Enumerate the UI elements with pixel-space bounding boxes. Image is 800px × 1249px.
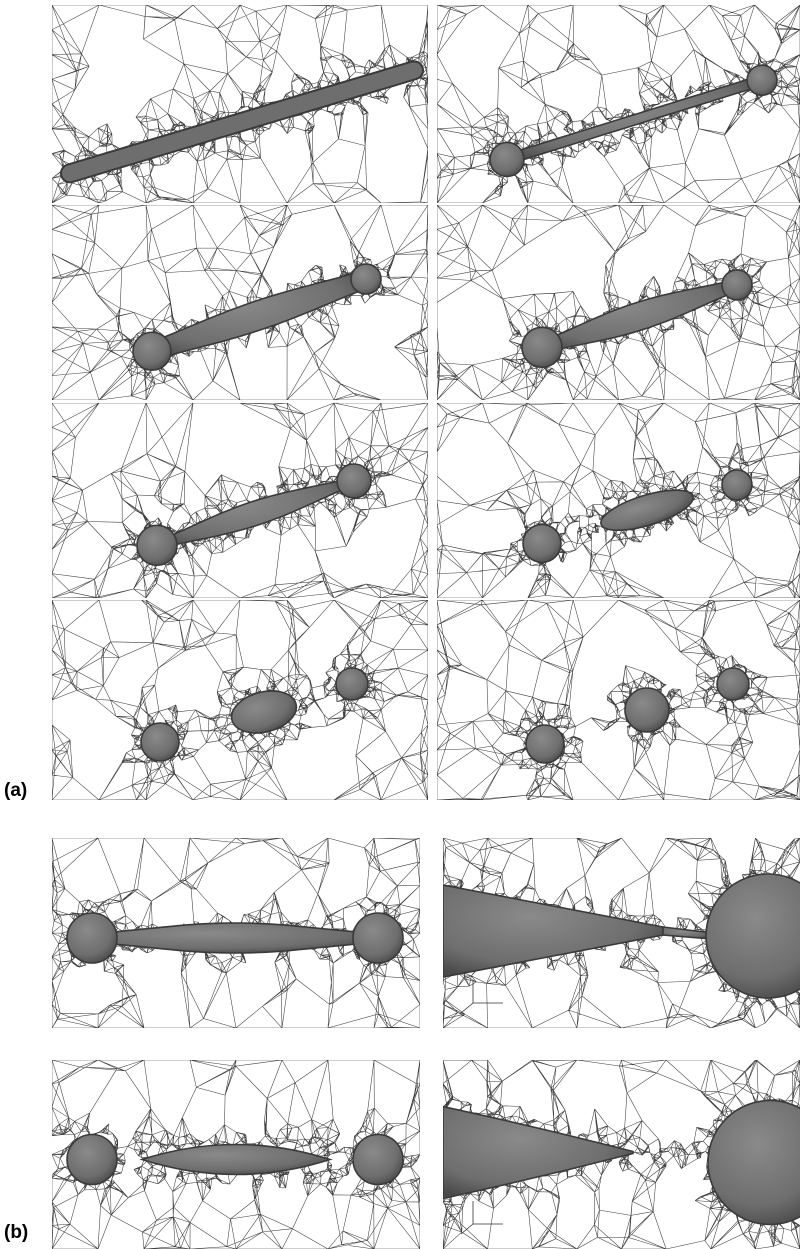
mesh-lines xyxy=(437,600,800,800)
panel-b3 xyxy=(52,1060,420,1249)
panel-a2 xyxy=(437,5,800,203)
mesh-plot xyxy=(52,5,428,203)
fluid-droplet xyxy=(707,1099,800,1226)
panel-a6 xyxy=(437,403,800,598)
mesh-plot xyxy=(52,600,428,800)
mesh-plot xyxy=(437,403,800,598)
mesh-plot xyxy=(52,205,428,400)
fluid-droplet xyxy=(336,463,372,499)
mesh-plot xyxy=(437,205,800,400)
fluid-droplet xyxy=(624,687,670,733)
fluid-droplet xyxy=(716,667,750,701)
axis-triad-icon xyxy=(460,980,503,1014)
fluid-droplet xyxy=(600,489,694,532)
panel-b4 xyxy=(443,1060,800,1249)
fluid-thread xyxy=(154,476,357,551)
fluid-body xyxy=(140,667,369,762)
part-b-label: (b) xyxy=(4,1222,29,1243)
fluid-thread xyxy=(539,278,740,355)
panel-a1 xyxy=(52,5,428,203)
mesh-plot xyxy=(52,1060,420,1249)
panel-a5 xyxy=(52,403,428,598)
fluid-droplet xyxy=(489,141,525,178)
fluid-droplet xyxy=(746,64,778,97)
fluid-neck xyxy=(662,926,713,940)
mesh-plot xyxy=(443,838,800,1028)
fluid-body xyxy=(522,469,753,564)
fluid-droplet xyxy=(350,263,382,295)
panel-a3 xyxy=(52,205,428,400)
mesh-lines xyxy=(437,5,800,203)
fluid-thread xyxy=(139,1143,333,1176)
panel-b1 xyxy=(52,838,420,1028)
fluid-droplet xyxy=(352,912,404,964)
mesh-plot xyxy=(52,838,420,1028)
fluid-droplet xyxy=(525,724,565,764)
fluid-droplet xyxy=(132,331,172,372)
fluid-body xyxy=(443,873,800,999)
fluid-droplet xyxy=(521,326,563,369)
fluid-droplet xyxy=(721,269,753,301)
part-a-label: (a) xyxy=(4,780,28,801)
fluid-droplet xyxy=(140,722,180,762)
mesh-plot xyxy=(437,5,800,203)
mesh-plot xyxy=(52,403,428,598)
fluid-droplet xyxy=(721,469,753,501)
mesh-plot xyxy=(437,600,800,800)
fluid-droplet xyxy=(352,1133,404,1186)
fluid-droplet xyxy=(136,524,178,567)
fluid-thread xyxy=(148,269,370,361)
fluid-body xyxy=(132,263,382,372)
fluid-droplet xyxy=(66,912,118,964)
panel-b2 xyxy=(443,838,800,1028)
fluid-thread xyxy=(443,1105,634,1200)
axis-triad-icon xyxy=(460,1201,503,1235)
mesh-lines xyxy=(52,5,428,203)
fluid-body xyxy=(525,667,750,764)
fluid-body xyxy=(443,1099,800,1226)
panel-a8 xyxy=(437,600,800,800)
fluid-body xyxy=(489,64,778,178)
fluid-droplet xyxy=(522,523,562,564)
panel-a4 xyxy=(437,205,800,400)
mesh-lines xyxy=(437,205,800,400)
mesh-lines xyxy=(52,403,428,598)
fluid-thread xyxy=(504,74,765,166)
mesh-plot xyxy=(443,1060,800,1249)
panel-a7 xyxy=(52,600,428,800)
fluid-droplet xyxy=(66,1133,118,1186)
fluid-body xyxy=(60,60,424,184)
fluid-body xyxy=(66,912,404,964)
fluid-body xyxy=(136,463,372,567)
fluid-body xyxy=(66,1133,404,1186)
fluid-droplet xyxy=(705,873,800,999)
fluid-droplet xyxy=(335,667,369,701)
mesh-lines xyxy=(52,205,428,400)
fluid-droplet xyxy=(230,690,298,734)
mesh-lines xyxy=(52,600,428,800)
mesh-lines xyxy=(437,403,800,598)
fluid-body xyxy=(521,269,753,369)
